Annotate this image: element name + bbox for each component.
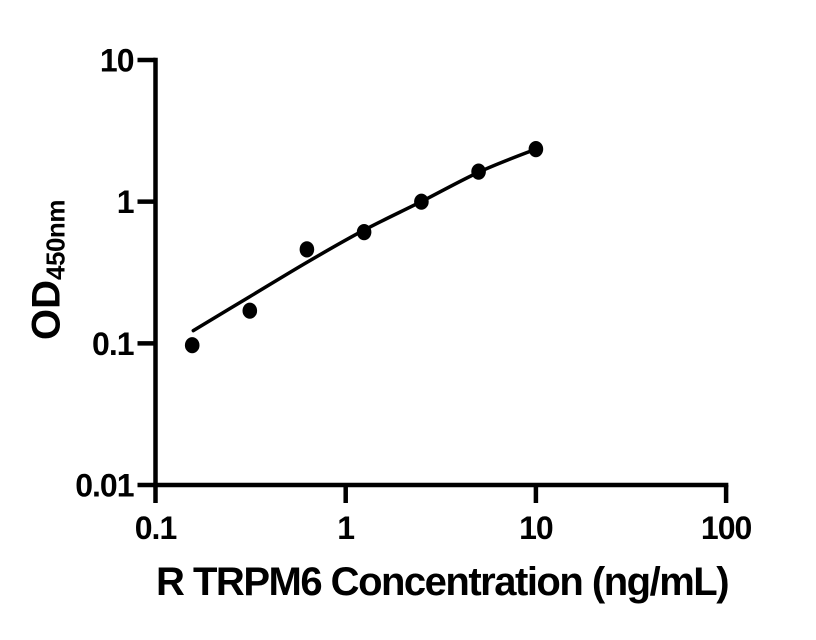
y-axis-title-main: OD (24, 279, 69, 340)
y-tick-label-0.01: 0.01 (75, 468, 133, 504)
x-tick-label-10: 10 (519, 510, 553, 546)
data-point-2 (299, 241, 315, 258)
data-point-5 (471, 163, 486, 180)
x-tick-label-0.1: 0.1 (135, 510, 177, 546)
x-axis-title: R TRPM6 Concentration (ng/mL) (156, 560, 730, 605)
y-tick-label-1: 1 (117, 184, 134, 220)
data-point-6 (528, 141, 544, 158)
data-point-0 (184, 337, 200, 354)
data-point-4 (414, 193, 429, 210)
data-point-3 (356, 224, 372, 241)
x-axis-title-text: R TRPM6 Concentration (ng/mL) (156, 560, 730, 604)
y-axis-title: OD450nm (24, 200, 71, 340)
x-tick-label-100: 100 (701, 510, 752, 546)
y-axis-title-subscript: 450nm (40, 200, 71, 280)
data-point-1 (242, 302, 258, 319)
x-tick-label-1: 1 (337, 510, 354, 546)
y-tick-label-10: 10 (100, 42, 134, 78)
y-tick-label-0.1: 0.1 (92, 326, 134, 362)
